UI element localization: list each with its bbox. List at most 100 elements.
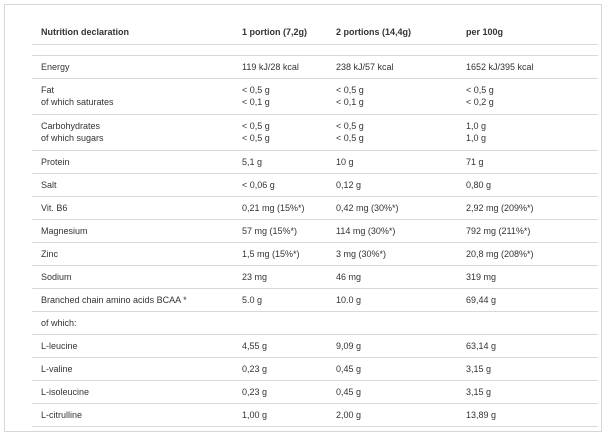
nutrient-label-line: of which: bbox=[41, 317, 77, 328]
value-per-100g-line: 792 mg (211%*) bbox=[466, 225, 531, 236]
nutrient-label: Carbohydrates of which sugars bbox=[32, 114, 233, 151]
value-one-portion-line: < 0,06 g bbox=[242, 179, 275, 190]
value-per-100g-line: 69,44 g bbox=[466, 294, 497, 305]
value-per-100g-line: 1,0 g bbox=[466, 133, 487, 143]
value-per-100g: 319 mg bbox=[457, 265, 598, 289]
value-two-portions-line: 46 mg bbox=[336, 271, 362, 282]
table-row: L-isoleucine 0,23 g 0,45 g 3,15 g bbox=[32, 380, 598, 404]
table-row: L-citrulline 1,00 g 2,00 g 13,89 g bbox=[32, 403, 598, 427]
value-one-portion: 0,23 g bbox=[233, 380, 327, 404]
value-per-100g-line: 3,15 g bbox=[466, 386, 492, 397]
value-per-100g-line: < 0,2 g bbox=[466, 97, 494, 107]
value-per-100g: 1,0 g 1,0 g bbox=[457, 114, 598, 151]
value-two-portions-line: 238 kJ/57 kcal bbox=[336, 61, 394, 72]
value-two-portions-line: < 0,1 g bbox=[336, 97, 364, 107]
nutrition-panel: Nutrition declaration 1 portion (7,2g) 2… bbox=[4, 4, 602, 432]
value-two-portions-line: 3 mg (30%*) bbox=[336, 248, 387, 259]
value-per-100g-line: 71 g bbox=[466, 156, 484, 167]
value-one-portion-line: 0,23 g bbox=[242, 363, 268, 374]
value-one-portion: 5.0 g bbox=[233, 288, 327, 312]
value-one-portion: 0,21 mg (15%*) bbox=[233, 196, 327, 220]
nutrient-label-line: of which saturates bbox=[41, 97, 114, 107]
value-one-portion: 0,23 g bbox=[233, 357, 327, 381]
nutrition-table: Nutrition declaration 1 portion (7,2g) 2… bbox=[32, 14, 598, 427]
value-per-100g: < 0,5 g < 0,2 g bbox=[457, 78, 598, 115]
nutrient-label: Sodium bbox=[32, 265, 233, 289]
value-one-portion-line: 1,00 g bbox=[242, 409, 268, 420]
nutrient-label: L-leucine bbox=[32, 334, 233, 358]
value-per-100g-line: < 0,5 g bbox=[466, 85, 494, 95]
value-one-portion: 5,1 g bbox=[233, 150, 327, 174]
value-two-portions: < 0,5 g < 0,1 g bbox=[327, 78, 457, 115]
value-one-portion: < 0,06 g bbox=[233, 173, 327, 197]
nutrient-label: Protein bbox=[32, 150, 233, 174]
table-row: Magnesium 57 mg (15%*) 114 mg (30%*) 792 mg… bbox=[32, 219, 598, 243]
value-two-portions: 238 kJ/57 kcal bbox=[327, 55, 457, 79]
nutrient-label: L-citrulline bbox=[32, 403, 233, 427]
value-per-100g-line: 20,8 mg (208%*) bbox=[466, 248, 534, 259]
value-per-100g-line: 2,92 mg (209%*) bbox=[466, 202, 534, 213]
value-one-portion: 1,5 mg (15%*) bbox=[233, 242, 327, 266]
value-per-100g-line: 319 mg bbox=[466, 271, 497, 282]
nutrient-label-line: L-valine bbox=[41, 363, 73, 374]
nutrient-label: Energy bbox=[32, 55, 233, 79]
value-per-100g: 20,8 mg (208%*) bbox=[457, 242, 598, 266]
value-two-portions: 114 mg (30%*) bbox=[327, 219, 457, 243]
value-per-100g-line: 1652 kJ/395 kcal bbox=[466, 61, 534, 72]
nutrient-label-line: Zinc bbox=[41, 248, 59, 259]
nutrient-label-line: Branched chain amino acids BCAA * bbox=[41, 294, 187, 305]
value-two-portions: 0,12 g bbox=[327, 173, 457, 197]
table-row: Vit. B6 0,21 mg (15%*) 0,42 mg (30%*) 2,92 … bbox=[32, 196, 598, 220]
value-two-portions-line: 2,00 g bbox=[336, 409, 362, 420]
value-one-portion-line: < 0,5 g bbox=[242, 133, 270, 143]
table-row: Energy 119 kJ/28 kcal 238 kJ/57 kcal 1652 k… bbox=[32, 55, 598, 79]
table-row: Zinc 1,5 mg (15%*) 3 mg (30%*) 20,8 mg (208… bbox=[32, 242, 598, 266]
value-two-portions-line: < 0,5 g bbox=[336, 133, 364, 143]
value-per-100g: 69,44 g bbox=[457, 288, 598, 312]
nutrient-label-line: of which sugars bbox=[41, 133, 104, 143]
value-one-portion: 119 kJ/28 kcal bbox=[233, 55, 327, 79]
value-one-portion-line: 5.0 g bbox=[242, 294, 263, 305]
table-row: L-leucine 4,55 g 9,09 g 63,14 g bbox=[32, 334, 598, 358]
nutrient-label-line: L-isoleucine bbox=[41, 386, 90, 397]
value-two-portions-line: 0,12 g bbox=[336, 179, 362, 190]
value-one-portion-line: < 0,5 g bbox=[242, 121, 270, 131]
nutrient-label: L-isoleucine bbox=[32, 380, 233, 404]
header-two-portions: 2 portions (14,4g) bbox=[327, 14, 457, 45]
value-per-100g-line: 13,89 g bbox=[466, 409, 497, 420]
value-per-100g: 2,92 mg (209%*) bbox=[457, 196, 598, 220]
value-one-portion-line: < 0,5 g bbox=[242, 85, 270, 95]
value-per-100g-line: 1,0 g bbox=[466, 121, 487, 131]
value-per-100g: 1652 kJ/395 kcal bbox=[457, 55, 598, 79]
header-per-100g: per 100g bbox=[457, 14, 598, 45]
nutrient-label: Magnesium bbox=[32, 219, 233, 243]
header-one-portion: 1 portion (7,2g) bbox=[233, 14, 327, 45]
nutrient-label: of which: bbox=[32, 311, 233, 335]
nutrient-label-line: Energy bbox=[41, 61, 70, 72]
value-two-portions: 10 g bbox=[327, 150, 457, 174]
value-one-portion: < 0,5 g < 0,5 g bbox=[233, 114, 327, 151]
value-two-portions-line: 10.0 g bbox=[336, 294, 362, 305]
nutrient-label-line: Fat bbox=[41, 85, 55, 95]
value-two-portions: 0,45 g bbox=[327, 357, 457, 381]
nutrient-label-line: L-leucine bbox=[41, 340, 78, 351]
value-one-portion-line: 5,1 g bbox=[242, 156, 263, 167]
table-row: Sodium 23 mg 46 mg 319 mg bbox=[32, 265, 598, 289]
value-one-portion-line: 23 mg bbox=[242, 271, 268, 282]
value-one-portion-line: 1,5 mg (15%*) bbox=[242, 248, 300, 259]
value-two-portions: 46 mg bbox=[327, 265, 457, 289]
value-one-portion: 57 mg (15%*) bbox=[233, 219, 327, 243]
nutrient-label-line: L-citrulline bbox=[41, 409, 83, 420]
value-two-portions-line: 114 mg (30%*) bbox=[336, 225, 396, 236]
nutrient-label: Fat of which saturates bbox=[32, 78, 233, 115]
value-one-portion bbox=[233, 311, 327, 335]
value-per-100g: 0,80 g bbox=[457, 173, 598, 197]
value-per-100g bbox=[457, 311, 598, 335]
value-per-100g-line: 3,15 g bbox=[466, 363, 492, 374]
table-row: of which: bbox=[32, 311, 598, 335]
header-spacer bbox=[32, 44, 598, 56]
value-two-portions-line: 0,45 g bbox=[336, 363, 362, 374]
value-two-portions-line: 0,42 mg (30%*) bbox=[336, 202, 399, 213]
table-row: Carbohydrates of which sugars < 0,5 g < 0,5… bbox=[32, 114, 598, 151]
value-one-portion: 1,00 g bbox=[233, 403, 327, 427]
